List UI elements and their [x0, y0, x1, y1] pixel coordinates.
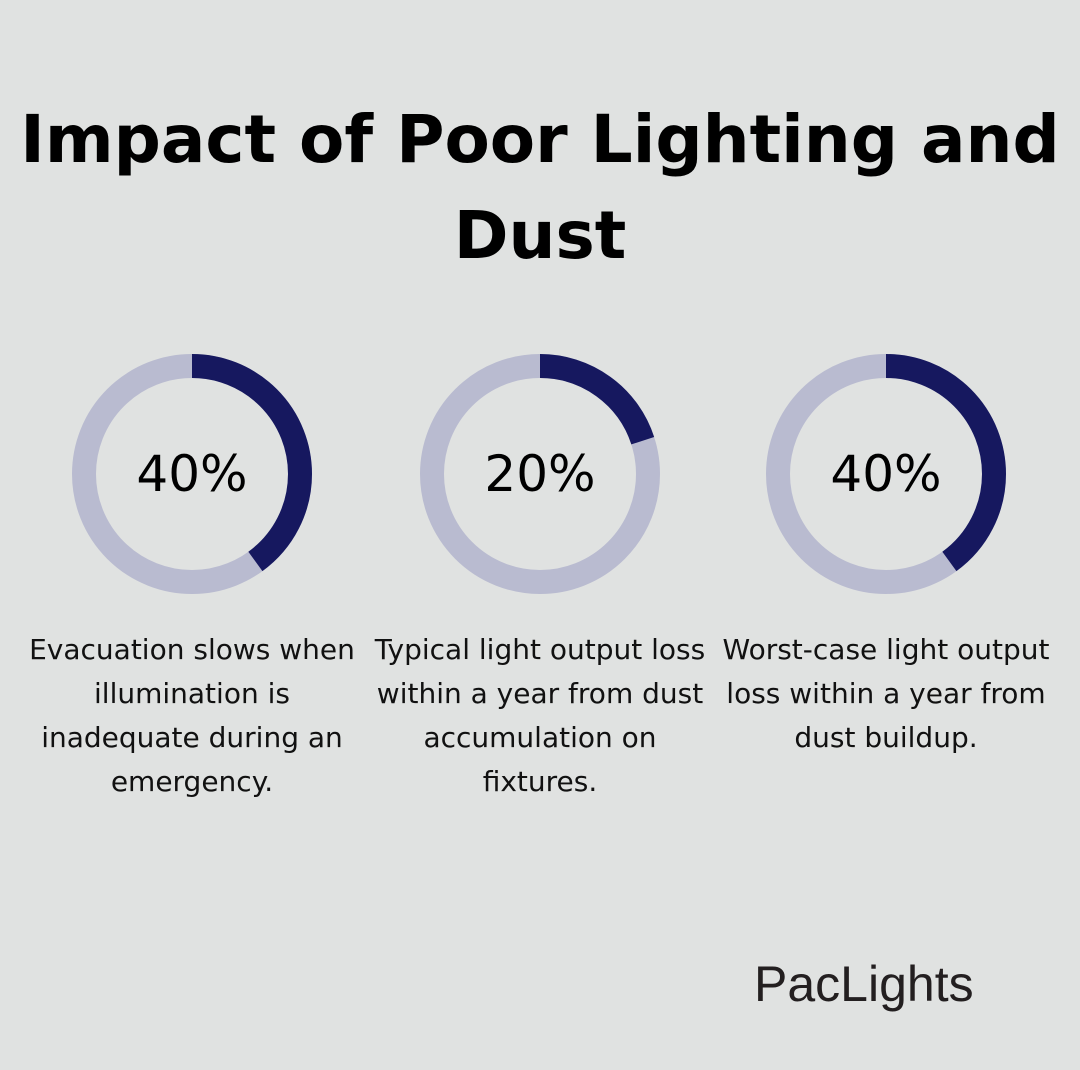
stat-description: Evacuation slows when illumination is in… — [29, 633, 355, 798]
donut-ring-icon — [72, 354, 312, 594]
stat-value: 20% — [484, 445, 596, 503]
stat-description: Typical light output loss within a year … — [374, 633, 706, 798]
donut-ring-icon — [766, 354, 1006, 594]
brand-logo: PacLights — [754, 956, 974, 1012]
stat-value: 40% — [136, 445, 248, 503]
donut-chart: 40% — [766, 354, 1006, 594]
donut-chart: 40% — [72, 354, 312, 594]
donut-chart: 20% — [420, 354, 660, 594]
page-title: Impact of Poor Lighting and Dust — [20, 101, 1060, 274]
stat-description: Worst-case light output loss within a ye… — [722, 633, 1050, 754]
donut-ring-icon — [420, 354, 660, 594]
stat-value: 40% — [830, 445, 942, 503]
